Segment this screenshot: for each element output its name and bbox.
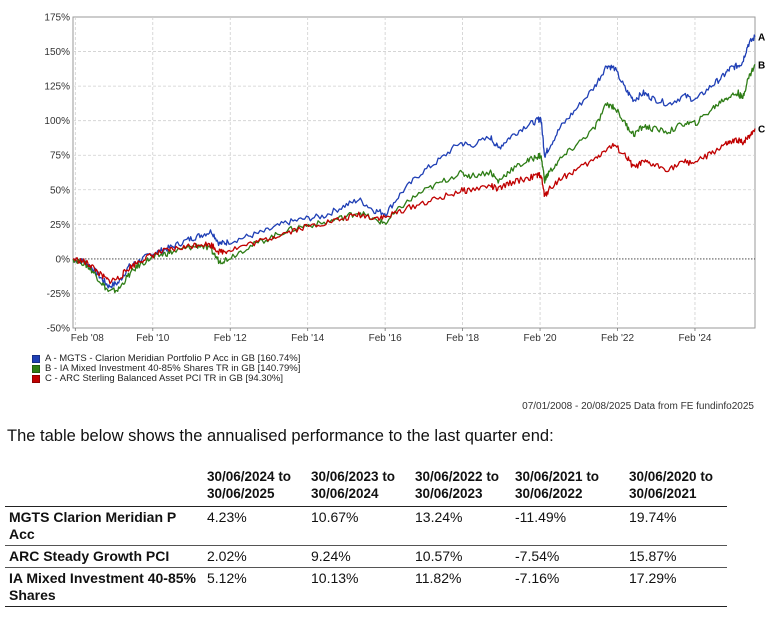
- header-period-3: 30/06/2022 to 30/06/2023: [415, 469, 500, 501]
- series-line-c: [72, 128, 756, 285]
- x-tick-label: Feb '16: [369, 333, 402, 344]
- table-cell: -7.54%: [515, 548, 560, 564]
- header-fund: [5, 466, 203, 507]
- table-intro-text: The table below shows the annualised per…: [7, 427, 554, 445]
- plot-area-frame: [72, 16, 756, 329]
- fund-name: MGTS Clarion Meridian P Acc: [9, 509, 176, 542]
- table-row: MGTS Clarion Meridian P Acc 4.23% 10.67%…: [5, 507, 727, 546]
- table-cell: 15.87%: [629, 548, 677, 564]
- performance-line-chart: 175%150%125%100%75%50%25%0%-25%-50%Feb '…: [44, 13, 765, 345]
- chart-gridlines: [72, 16, 756, 329]
- table-cell: 17.29%: [629, 570, 677, 586]
- header-period-1: 30/06/2024 to 30/06/2025: [207, 469, 292, 501]
- x-tick-label: Feb '18: [446, 333, 479, 344]
- x-tick-label: Feb '20: [524, 333, 557, 344]
- table-cell: 4.23%: [207, 509, 247, 525]
- table-cell: 5.12%: [207, 570, 247, 586]
- table-cell: 9.24%: [311, 548, 351, 564]
- table-row: ARC Steady Growth PCI 2.02% 9.24% 10.57%…: [5, 546, 727, 568]
- legend-label-a: A - MGTS - Clarion Meridian Portfolio P …: [45, 353, 301, 364]
- x-tick-label: Feb '10: [136, 333, 169, 344]
- series-end-label-a: A: [758, 33, 765, 44]
- legend-swatch-b: [32, 365, 40, 373]
- data-source-note: 07/01/2008 - 20/08/2025 Data from FE fun…: [522, 401, 754, 412]
- legend-label-b: B - IA Mixed Investment 40-85% Shares TR…: [45, 363, 301, 374]
- y-tick-label: 25%: [50, 220, 70, 231]
- legend-swatch-a: [32, 355, 40, 363]
- table-cell: 19.74%: [629, 509, 677, 525]
- y-tick-label: 100%: [44, 116, 70, 127]
- fund-name: ARC Steady Growth PCI: [9, 548, 170, 564]
- legend-item-c: C - ARC Sterling Balanced Asset PCI TR i…: [32, 374, 300, 384]
- table-cell: -7.16%: [515, 570, 560, 586]
- table-cell: 11.82%: [415, 570, 462, 586]
- y-tick-label: 125%: [44, 82, 70, 93]
- chart-series: [72, 34, 756, 294]
- y-tick-label: 175%: [44, 13, 70, 24]
- chart-legend: A - MGTS - Clarion Meridian Portfolio P …: [32, 354, 300, 384]
- y-tick-label: -50%: [47, 324, 70, 335]
- legend-item-a: A - MGTS - Clarion Meridian Portfolio P …: [32, 354, 300, 364]
- y-tick-label: -25%: [47, 289, 70, 300]
- legend-label-c: C - ARC Sterling Balanced Asset PCI TR i…: [45, 373, 283, 384]
- series-end-label-c: C: [758, 125, 765, 136]
- table-cell: 10.13%: [311, 570, 359, 586]
- header-period-2: 30/06/2023 to 30/06/2024: [311, 469, 396, 501]
- table-cell: 2.02%: [207, 548, 247, 564]
- x-tick-label: Feb '08: [71, 333, 104, 344]
- x-tick-label: Feb '22: [601, 333, 634, 344]
- table-cell: 10.67%: [311, 509, 359, 525]
- annualised-performance-table: 30/06/2024 to 30/06/2025 30/06/2023 to 3…: [5, 466, 727, 607]
- table-header-row: 30/06/2024 to 30/06/2025 30/06/2023 to 3…: [5, 466, 727, 507]
- header-period-4: 30/06/2021 to 30/06/2022: [515, 469, 600, 501]
- series-line-b: [72, 63, 756, 294]
- fund-name: IA Mixed Investment 40-85% Shares: [9, 570, 196, 603]
- y-tick-label: 50%: [50, 185, 70, 196]
- y-tick-label: 0%: [56, 254, 71, 265]
- x-tick-label: Feb '24: [678, 333, 711, 344]
- legend-swatch-c: [32, 375, 40, 383]
- chart-axes: 175%150%125%100%75%50%25%0%-25%-50%Feb '…: [44, 13, 712, 345]
- table-cell: 13.24%: [415, 509, 463, 525]
- header-period-5: 30/06/2020 to 30/06/2021: [629, 469, 714, 501]
- x-tick-label: Feb '12: [214, 333, 247, 344]
- y-tick-label: 75%: [50, 151, 70, 162]
- table-row: IA Mixed Investment 40-85% Shares 5.12% …: [5, 568, 727, 607]
- legend-item-b: B - IA Mixed Investment 40-85% Shares TR…: [32, 364, 300, 374]
- series-end-label-b: B: [758, 60, 765, 71]
- y-tick-label: 150%: [44, 47, 70, 58]
- x-tick-label: Feb '14: [291, 333, 324, 344]
- table-cell: -11.49%: [515, 509, 567, 525]
- table-cell: 10.57%: [415, 548, 463, 564]
- chart-end-labels: A B C: [758, 33, 765, 136]
